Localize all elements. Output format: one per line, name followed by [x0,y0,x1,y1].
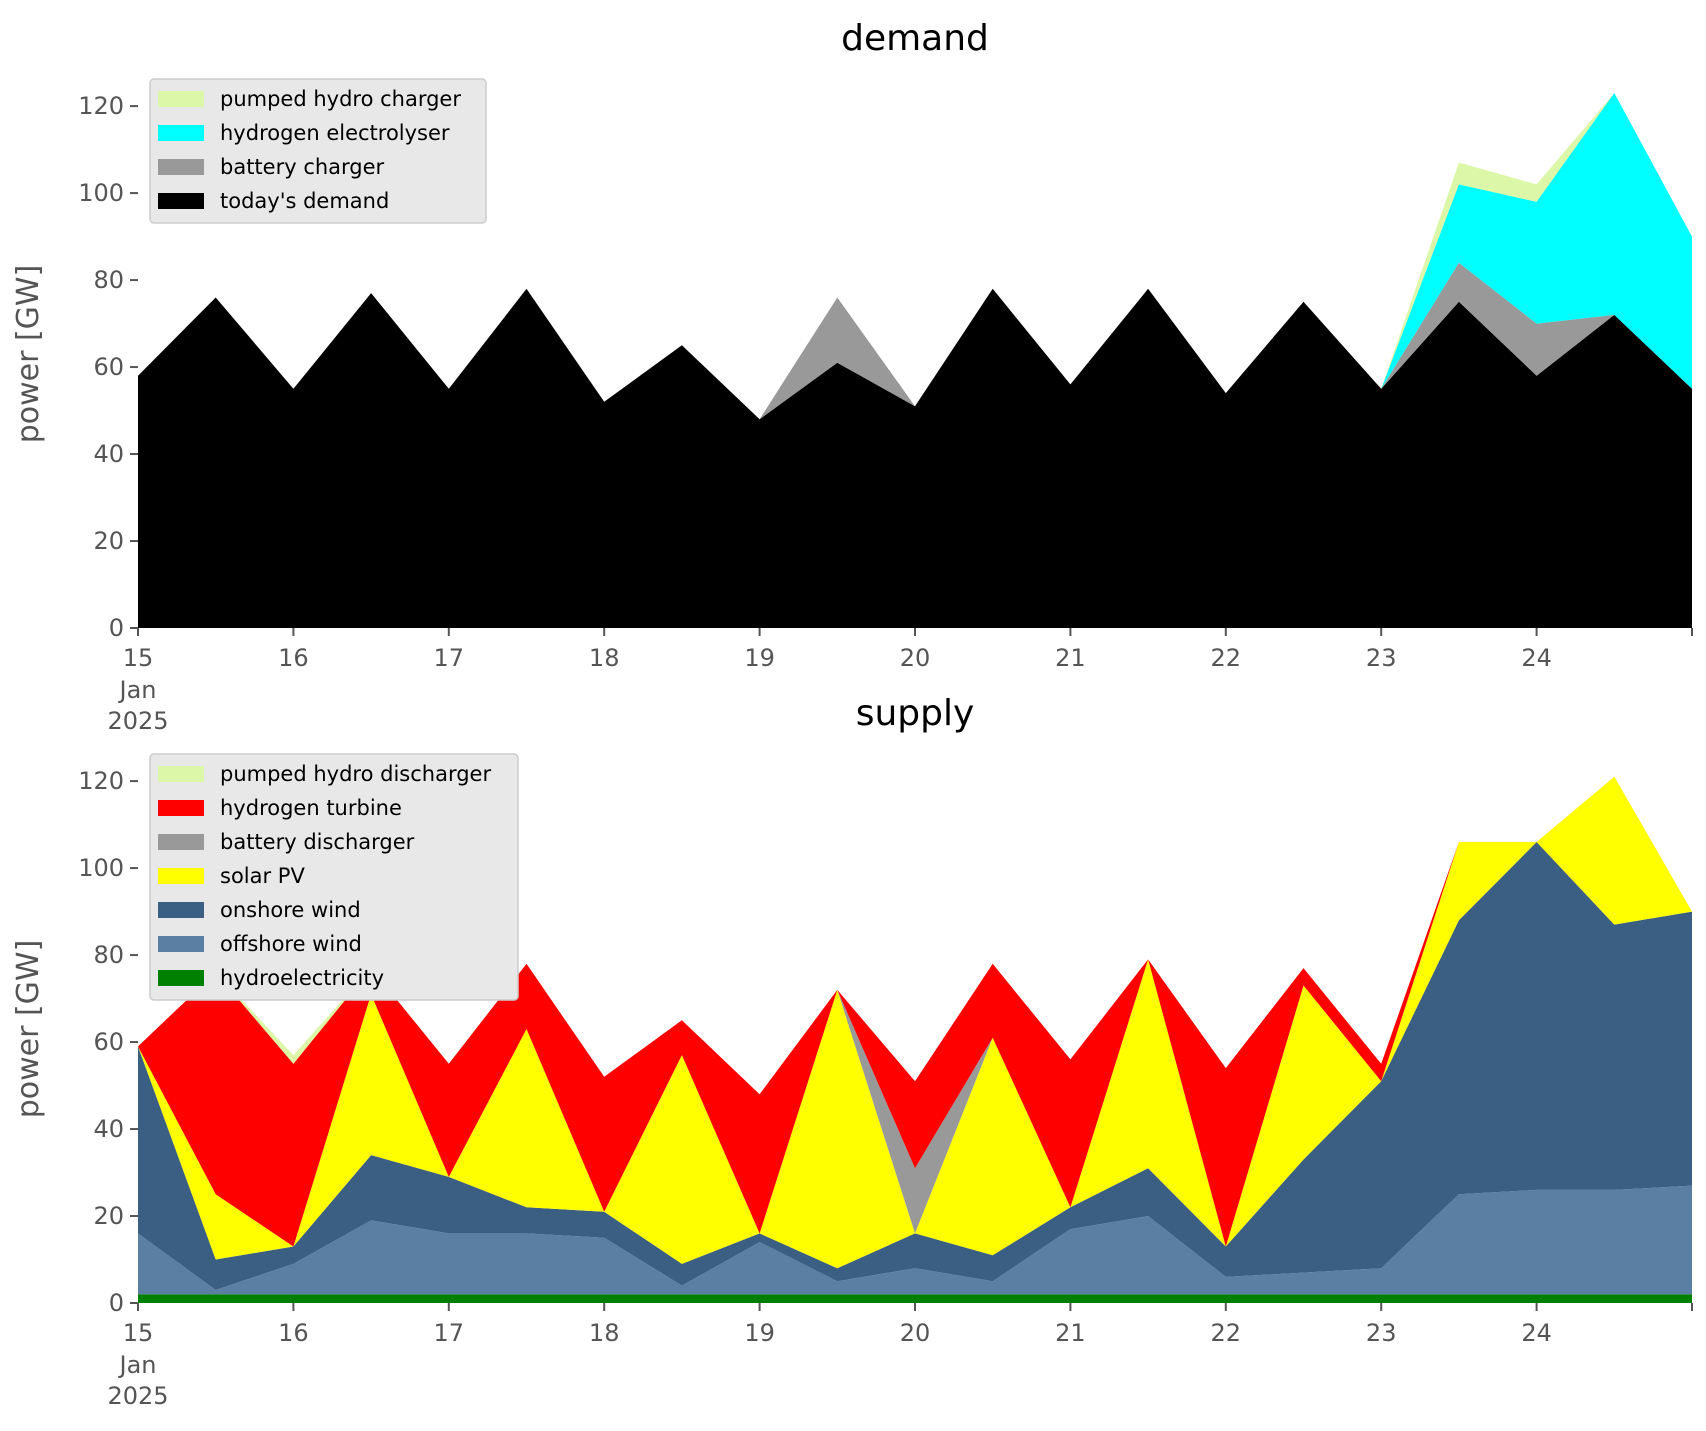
legend-label: battery charger [220,155,385,179]
legend-label: pumped hydro charger [220,87,461,111]
x-tick-label: 18 [589,644,620,672]
x-tick-label: 20 [900,1319,931,1347]
legend-label: hydroelectricity [220,966,384,990]
x-tick-label: 23 [1366,1319,1397,1347]
chart-title: supply [856,693,975,734]
x-tick-label: 19 [744,1319,775,1347]
series-area-solar-pv [138,776,1692,1269]
x-tick-label: 19 [744,644,775,672]
legend-swatch [158,193,204,209]
y-tick-label: 60 [93,1028,124,1056]
legend-swatch [158,902,204,918]
y-tick-label: 40 [93,1115,124,1143]
y-tick-label: 80 [93,266,124,294]
x-tick-label: 21 [1055,1319,1086,1347]
series-area-today-s-demand [138,288,1692,628]
x-tick-label: 24 [1521,1319,1552,1347]
y-tick-label: 60 [93,353,124,381]
legend-box [149,78,487,224]
legend-label: pumped hydro discharger [220,762,491,786]
legend-label: onshore wind [220,898,361,922]
x-tick-label: 17 [434,1319,465,1347]
x-tick-label: 15 [123,644,154,672]
legend-swatch [158,936,204,952]
x-tick-label: 20 [900,644,931,672]
legend-label: battery discharger [220,830,415,854]
y-tick-label: 40 [93,440,124,468]
legend-swatch [158,970,204,986]
y-tick-label: 120 [78,92,124,120]
y-tick-label: 120 [78,767,124,795]
series-area-hydrogen-turbine [138,776,1692,1247]
y-tick-label: 20 [93,1202,124,1230]
x-tick-label: 16 [278,644,309,672]
legend-swatch [158,91,204,107]
legend-label: hydrogen turbine [220,796,402,820]
legend-swatch [158,159,204,175]
series-area-offshore-wind [138,1185,1692,1295]
x-tick-sublabel: Jan [118,676,157,704]
legend-box [149,753,519,1001]
series-area-onshore-wind [138,842,1692,1290]
x-tick-label: 23 [1366,644,1397,672]
y-tick-label: 80 [93,941,124,969]
y-tick-label: 100 [78,179,124,207]
x-tick-label: 15 [123,1319,154,1347]
legend: pumped hydro charger hydrogen electrolyse… [149,78,487,224]
y-tick-label: 0 [109,1289,124,1317]
series-area-pumped-hydro-discharger [138,776,1692,1095]
y-tick-label: 100 [78,854,124,882]
legend-swatch [158,868,204,884]
x-tick-label: 18 [589,1319,620,1347]
y-tick-label: 0 [109,614,124,642]
legend-swatch [158,766,204,782]
legend-swatch [158,834,204,850]
series-area-hydroelectricity [138,1294,1692,1303]
legend-swatch [158,125,204,141]
chart-panel-demand: demand 0 20 40 60 80 100 120 15 Jan 2025 16 17 18 19 20… [11,18,1693,735]
legend-label: hydrogen electrolyser [220,121,450,145]
legend-label: today's demand [220,189,389,213]
x-tick-sublabel: 2025 [107,707,168,735]
x-tick-label: 21 [1055,644,1086,672]
x-tick-label: 22 [1211,1319,1242,1347]
legend-label: offshore wind [220,932,362,956]
chart-title: demand [841,18,989,59]
x-tick-label: 22 [1211,644,1242,672]
x-tick-sublabel: 2025 [107,1382,168,1410]
y-axis-label: power [GW] [11,940,46,1119]
x-tick-label: 16 [278,1319,309,1347]
x-tick-label: 24 [1521,644,1552,672]
chart-panel-supply: supply 0 20 40 60 80 100 120 15 Jan 2025 16 17 18 19 20… [11,693,1693,1410]
legend: pumped hydro discharger hydrogen turbine b… [149,753,519,1001]
y-tick-label: 20 [93,527,124,555]
x-tick-sublabel: Jan [118,1351,157,1379]
legend-label: solar PV [220,864,305,888]
x-tick-label: 17 [434,644,465,672]
y-axis-label: power [GW] [11,265,46,444]
legend-swatch [158,800,204,816]
